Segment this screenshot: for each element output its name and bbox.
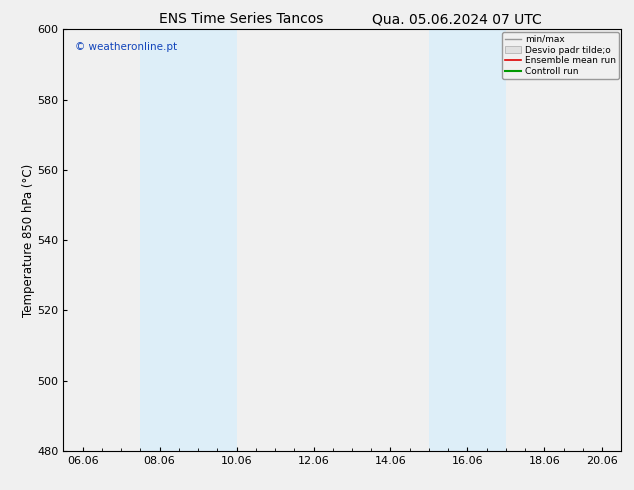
Text: Qua. 05.06.2024 07 UTC: Qua. 05.06.2024 07 UTC [372,12,541,26]
Y-axis label: Temperature 850 hPa (°C): Temperature 850 hPa (°C) [22,164,34,317]
Bar [140,29,236,451]
Text: ENS Time Series Tancos: ENS Time Series Tancos [158,12,323,26]
Bar [429,29,506,451]
Legend: min/max, Desvio padr tilde;o, Ensemble mean run, Controll run: min/max, Desvio padr tilde;o, Ensemble m… [502,32,619,79]
Text: © weatheronline.pt: © weatheronline.pt [75,42,177,52]
